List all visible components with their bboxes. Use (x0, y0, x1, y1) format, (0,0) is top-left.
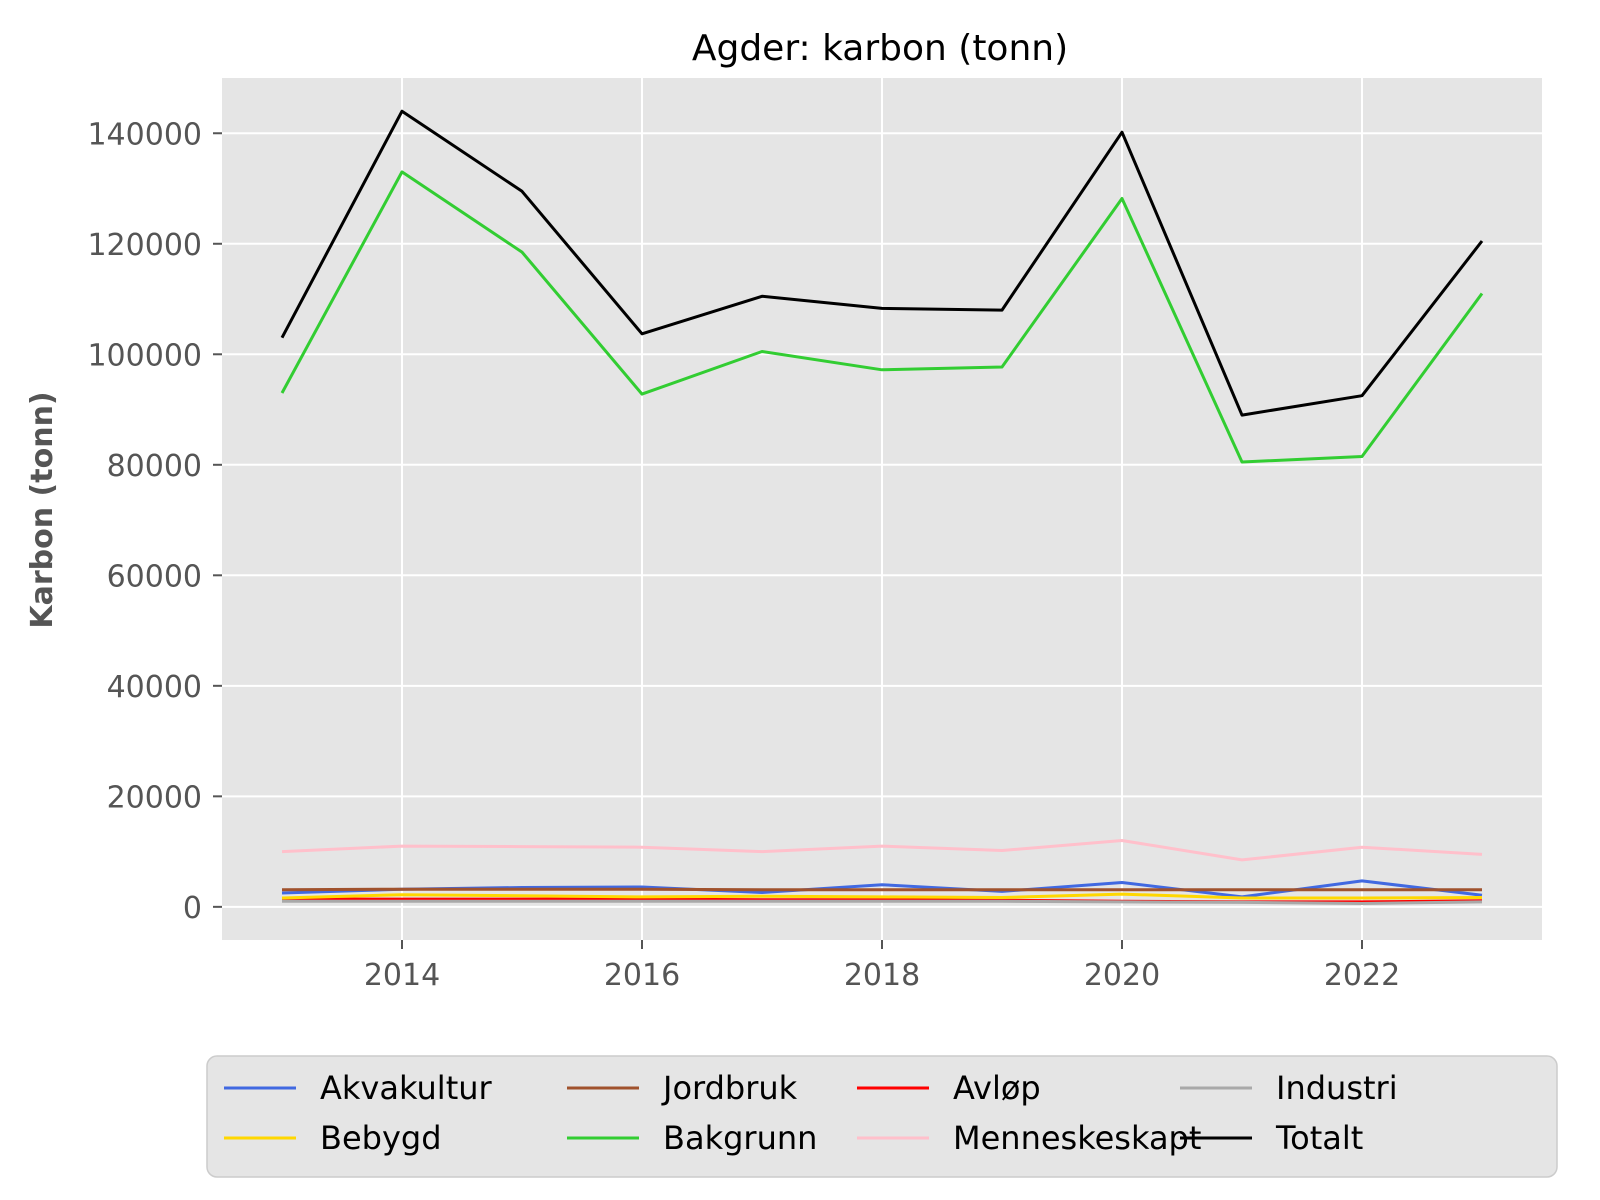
legend-label-bebygd: Bebygd (320, 1119, 442, 1157)
legend-label-bakgrunn: Bakgrunn (663, 1119, 817, 1157)
x-tick-label: 2014 (364, 958, 440, 993)
series-line-menneskeskapt (281, 839, 1483, 862)
y-axis: 0 20000 40000 60000 80000 100000 120000 140000 (87, 117, 222, 926)
x-tick-label: 2020 (1084, 958, 1160, 993)
y-tick-label: 80000 (107, 449, 202, 484)
y-tick-label: 140000 (87, 117, 202, 152)
x-tick-label: 2022 (1324, 958, 1400, 993)
legend-label-avlop: Avløp (953, 1069, 1041, 1107)
legend: Akvakultur Jordbruk Avløp Industri Bebygd Bak… (206, 1055, 1558, 1178)
grid (222, 78, 1542, 940)
legend-label-industri: Industri (1276, 1069, 1398, 1107)
y-tick-label: 120000 (87, 228, 202, 263)
y-tick-label: 20000 (107, 780, 202, 815)
x-axis: 2014 2016 2018 2020 2022 (364, 940, 1400, 993)
legend-label-akvakultur: Akvakultur (320, 1069, 493, 1107)
series-line-totalt (280, 109, 1484, 417)
y-tick-label: 40000 (107, 670, 202, 705)
legend-box (206, 1055, 1558, 1178)
series-line-bakgrunn (280, 170, 1484, 464)
series-line-bebygd (281, 892, 1483, 900)
y-tick-label: 60000 (107, 559, 202, 594)
legend-label-jordbruk: Jordbruk (661, 1069, 798, 1107)
legend-label-totalt: Totalt (1275, 1119, 1363, 1157)
series-line-jordbruk (281, 887, 1482, 892)
legend-label-menneskeskapt: Menneskeskapt (953, 1119, 1201, 1157)
series-lines (280, 109, 1484, 905)
x-tick-label: 2016 (604, 958, 680, 993)
series-line-industri (282, 899, 1483, 905)
y-tick-label: 100000 (87, 338, 202, 373)
y-axis-label: Karbon (tonn) (25, 391, 60, 628)
chart-title: Agder: karbon (tonn) (692, 28, 1068, 69)
y-tick-label: 0 (183, 891, 202, 926)
x-tick-label: 2018 (844, 958, 920, 993)
